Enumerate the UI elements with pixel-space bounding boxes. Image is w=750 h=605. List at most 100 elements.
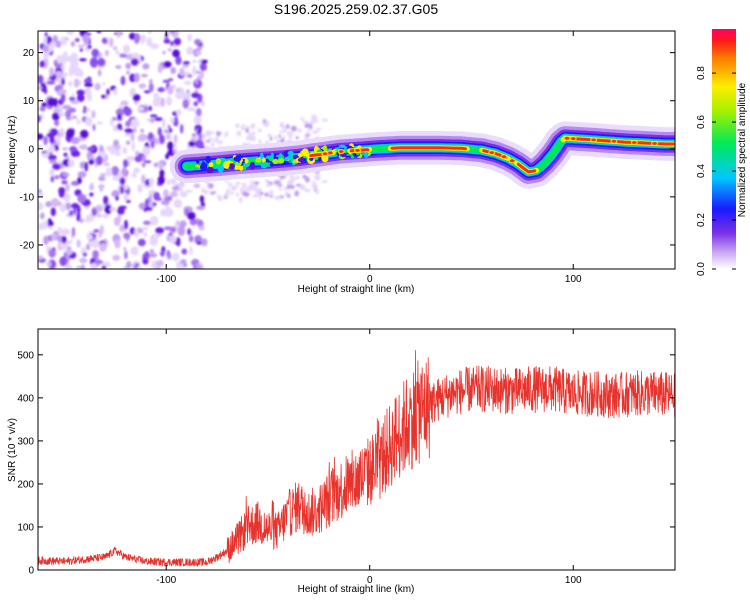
noise-blob <box>199 195 205 203</box>
noise-blob <box>173 134 178 144</box>
noise-blob <box>77 44 85 48</box>
spectrogram-ytick-label: -20 <box>20 240 35 251</box>
noise-blob <box>50 198 60 207</box>
noise-blob <box>175 88 181 93</box>
ridge-peak <box>651 141 659 146</box>
noise-blob <box>58 88 67 95</box>
noise-blob <box>196 205 205 210</box>
noise-blob <box>306 130 310 133</box>
noise-blob <box>42 51 49 60</box>
noise-blob <box>109 37 114 48</box>
noise-blob <box>167 85 174 95</box>
noise-blob <box>280 195 284 199</box>
noise-blob <box>54 70 64 79</box>
noise-blob <box>144 160 152 164</box>
noise-blob <box>129 87 137 97</box>
noise-blob <box>131 141 136 152</box>
noise-blob <box>297 128 302 133</box>
noise-blob <box>84 82 93 88</box>
noise-blob <box>124 183 129 191</box>
noise-blob <box>148 82 154 93</box>
noise-blob <box>250 180 254 184</box>
noise-blob <box>61 228 71 236</box>
noise-blob <box>50 175 54 183</box>
noise-blob <box>43 87 48 95</box>
noise-blob <box>48 225 53 230</box>
ridge-speckle <box>228 163 235 170</box>
noise-blob <box>149 117 155 123</box>
noise-blob <box>38 133 44 140</box>
noise-blob <box>142 258 149 265</box>
noise-blob <box>92 250 99 259</box>
ridge-speckle <box>261 158 266 163</box>
noise-blob <box>47 97 56 107</box>
ridge-speckle <box>269 163 274 167</box>
noise-blob <box>65 183 70 192</box>
noise-blob <box>133 128 137 133</box>
noise-blob <box>264 179 270 183</box>
noise-blob <box>42 220 48 230</box>
noise-blob <box>88 159 95 165</box>
snr-xtick-label: 100 <box>565 575 582 586</box>
ridge-speckle <box>255 158 262 163</box>
ridge-speckle <box>244 159 249 163</box>
noise-blob <box>49 67 55 77</box>
noise-blob <box>74 78 79 88</box>
noise-blob <box>119 177 126 185</box>
noise-blob <box>111 166 120 176</box>
noise-blob <box>248 135 254 141</box>
noise-blob <box>41 102 47 107</box>
noise-blob <box>210 191 217 194</box>
noise-blob <box>217 195 223 202</box>
noise-blob <box>305 133 311 137</box>
snr-y-ticks: 0 100 200 300 400 500 <box>17 350 675 577</box>
noise-blob <box>294 176 301 180</box>
noise-blob <box>66 31 75 36</box>
noise-blob <box>267 133 272 138</box>
noise-blob <box>62 105 72 110</box>
noise-blob <box>143 220 152 225</box>
noise-blob <box>321 180 329 183</box>
noise-blob <box>205 140 210 143</box>
ridge-hot-core <box>390 146 467 151</box>
noise-blob <box>124 128 134 134</box>
noise-blob <box>54 175 60 180</box>
noise-blob <box>98 228 103 239</box>
noise-blob <box>197 219 204 228</box>
noise-blob <box>56 54 63 64</box>
noise-blob <box>200 238 208 247</box>
noise-blob <box>182 92 191 97</box>
noise-blob <box>160 199 170 206</box>
noise-blob <box>288 134 292 140</box>
noise-blob <box>310 119 315 124</box>
noise-blob <box>289 174 295 179</box>
snr-background <box>38 329 675 570</box>
spectrogram-ytick-label: 20 <box>23 48 35 59</box>
ridge-speckle <box>242 162 247 171</box>
noise-blob <box>148 253 158 258</box>
noise-blob <box>149 215 159 226</box>
noise-blob <box>142 146 150 156</box>
noise-blob <box>124 107 132 117</box>
noise-blob <box>96 155 103 166</box>
noise-blob <box>114 152 122 156</box>
noise-blob <box>49 220 54 227</box>
noise-blob <box>316 127 322 131</box>
noise-blob <box>150 140 155 149</box>
noise-blob <box>85 116 93 127</box>
noise-blob <box>146 118 151 122</box>
noise-blob <box>173 142 177 152</box>
noise-blob <box>129 73 137 83</box>
noise-blob <box>52 112 60 121</box>
noise-blob <box>315 174 321 181</box>
noise-blob <box>134 33 141 43</box>
noise-blob <box>126 261 132 269</box>
noise-blob <box>44 31 48 38</box>
noise-blob <box>315 188 319 195</box>
noise-blob <box>115 65 122 69</box>
noise-blob <box>84 41 88 46</box>
noise-blob <box>39 106 46 112</box>
noise-blob <box>79 257 88 264</box>
noise-blob <box>228 182 233 187</box>
